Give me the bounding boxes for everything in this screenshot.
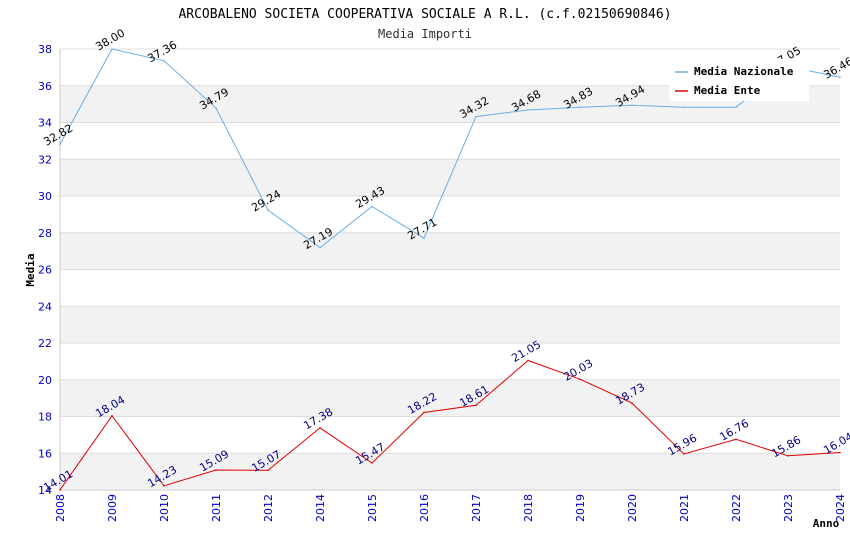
grid-band bbox=[60, 122, 840, 160]
data-point bbox=[423, 411, 425, 414]
data-point bbox=[59, 143, 61, 145]
x-axis-label: Anno bbox=[813, 517, 840, 530]
y-tick-label: 22 bbox=[38, 337, 52, 350]
data-point bbox=[163, 484, 165, 487]
y-tick-label: 16 bbox=[38, 447, 52, 460]
data-point bbox=[631, 104, 633, 107]
grid-band bbox=[60, 196, 840, 233]
x-tick-label: 2021 bbox=[678, 494, 691, 522]
x-tick-label: 2009 bbox=[106, 494, 119, 522]
y-tick-label: 24 bbox=[38, 300, 52, 313]
x-tick-label: 2020 bbox=[626, 494, 639, 522]
data-point bbox=[475, 404, 477, 407]
chart-subtitle: Media Importi bbox=[378, 27, 472, 41]
y-tick-label: 26 bbox=[38, 264, 52, 277]
x-axis: 2008 2009 2010 2011 2012 2014 2015 2016 2017 2018… bbox=[54, 494, 847, 522]
data-point bbox=[163, 59, 165, 62]
legend: Media Nazionale Media Ente bbox=[669, 59, 809, 101]
x-tick-label: 2014 bbox=[314, 494, 327, 522]
grid-band bbox=[60, 343, 840, 380]
data-point bbox=[579, 378, 581, 380]
x-tick-label: 2023 bbox=[782, 494, 795, 522]
data-point bbox=[215, 469, 217, 471]
data-point bbox=[579, 106, 581, 109]
x-tick-label: 2012 bbox=[262, 494, 275, 522]
data-point bbox=[787, 455, 789, 457]
x-tick-label: 2010 bbox=[158, 494, 171, 522]
data-point bbox=[527, 109, 529, 111]
data-point bbox=[267, 209, 269, 211]
series-line bbox=[59, 48, 841, 249]
x-tick-label: 2019 bbox=[574, 494, 587, 522]
legend-label-media-nazionale: Media Nazionale bbox=[694, 65, 794, 78]
x-tick-label: 2018 bbox=[522, 494, 535, 522]
x-tick-label: 2015 bbox=[366, 494, 379, 522]
data-point bbox=[267, 469, 269, 472]
grid-band bbox=[60, 306, 840, 343]
data-point bbox=[319, 246, 321, 249]
x-tick-label: 2008 bbox=[54, 494, 67, 522]
legend-label-media-ente: Media Ente bbox=[694, 84, 761, 97]
data-point bbox=[735, 438, 737, 441]
grid-band bbox=[60, 232, 840, 270]
data-point bbox=[631, 402, 633, 404]
x-tick-label: 2011 bbox=[210, 494, 223, 522]
series-line bbox=[59, 359, 841, 491]
x-tick-label: 2022 bbox=[730, 494, 743, 522]
data-point bbox=[839, 451, 841, 454]
data-point bbox=[371, 205, 373, 208]
data-point bbox=[527, 359, 529, 362]
data-point bbox=[319, 427, 321, 429]
data-point bbox=[839, 76, 841, 79]
y-tick-label: 28 bbox=[38, 227, 52, 240]
x-tick-label: 2017 bbox=[470, 494, 483, 522]
legend-box bbox=[669, 59, 809, 101]
grid-band bbox=[60, 379, 840, 417]
y-tick-label: 34 bbox=[38, 117, 52, 130]
chart-title: ARCOBALENO SOCIETA COOPERATIVA SOCIALE A… bbox=[178, 7, 671, 22]
data-point bbox=[475, 115, 477, 118]
data-point bbox=[423, 237, 425, 239]
x-tick-label: 2024 bbox=[834, 494, 847, 522]
x-tick-label: 2016 bbox=[418, 494, 431, 522]
y-tick-label: 38 bbox=[38, 43, 52, 56]
y-tick-label: 36 bbox=[38, 80, 52, 93]
y-tick-label: 20 bbox=[38, 374, 52, 387]
y-tick-label: 32 bbox=[38, 153, 52, 166]
grid-band bbox=[60, 269, 840, 307]
y-axis-label: Media bbox=[24, 253, 37, 286]
y-tick-label: 14 bbox=[38, 484, 52, 497]
y-tick-label: 18 bbox=[38, 411, 52, 424]
data-point bbox=[59, 489, 61, 491]
data-point bbox=[683, 453, 685, 455]
data-point bbox=[215, 107, 217, 109]
grid-bands bbox=[59, 48, 840, 491]
data-point bbox=[371, 462, 373, 464]
data-point bbox=[735, 106, 737, 109]
data-point bbox=[683, 106, 685, 109]
y-tick-label: 30 bbox=[38, 190, 52, 203]
data-point bbox=[111, 414, 113, 417]
data-point bbox=[111, 48, 113, 50]
y-axis: 14 16 18 20 22 24 26 28 30 32 34 36 38 bbox=[38, 43, 52, 497]
grid-band bbox=[60, 453, 840, 490]
